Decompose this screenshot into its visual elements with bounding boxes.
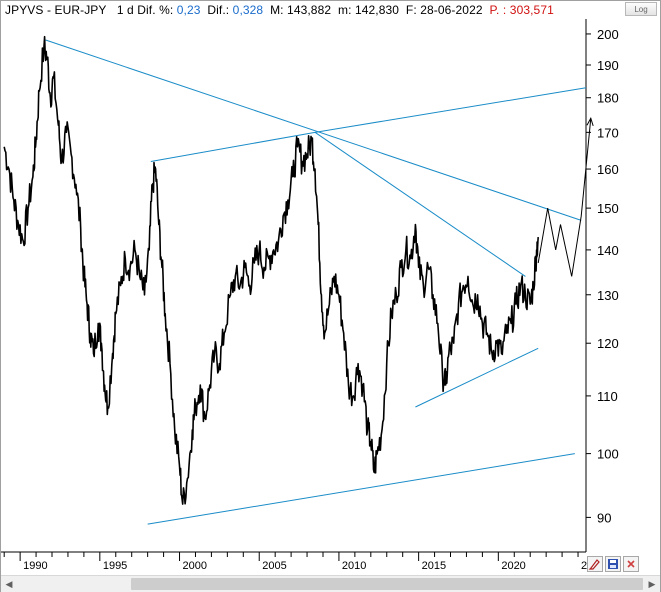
price-chart: 1990 1995 2000 2005 2010 2015 2020 2 90 100 110 12… [1, 19, 619, 572]
x-tick-label: 1995 [103, 560, 127, 572]
x-tick-label-partial: 2 [581, 560, 587, 572]
x-tick-label: 1990 [23, 560, 47, 572]
x-tick-label: 2000 [183, 560, 207, 572]
save-icon[interactable] [605, 556, 621, 572]
log-scale-button[interactable]: Log [625, 2, 657, 16]
scroll-left-icon[interactable]: ◀ [5, 579, 13, 589]
p-value: 303,571 [509, 3, 554, 17]
y-tick-label: 140 [597, 243, 619, 258]
y-tick-label: 180 [597, 91, 619, 106]
trendline [45, 39, 582, 221]
dif-pct-value: 0,23 [176, 3, 201, 17]
y-tick-label: 170 [597, 125, 619, 140]
date-label: F: [405, 3, 417, 17]
chart-header: JPYVS - EUR-JPY 1 d Dif. %: 0,23 Dif.: 0… [5, 3, 554, 19]
y-tick-label: 90 [597, 510, 611, 525]
y-tick-label: 150 [597, 201, 619, 216]
close-icon[interactable] [623, 556, 639, 572]
projection-arrow-icon [586, 116, 594, 127]
scroll-right-icon[interactable]: ▶ [648, 579, 656, 589]
y-tick-label: 110 [597, 389, 618, 404]
y-tick-label: 160 [597, 162, 619, 177]
trendline [314, 87, 587, 133]
trendline [147, 453, 575, 525]
dif-label: Dif.: [207, 3, 230, 17]
x-tick-label: 2015 [422, 560, 446, 572]
dif-pct-label: Dif. %: [137, 3, 174, 17]
dif-value: 0,328 [232, 3, 264, 17]
projection-path [537, 118, 592, 277]
period-label: 1 d [116, 3, 134, 17]
x-tick-label: 2020 [501, 560, 525, 572]
scroll-thumb[interactable] [131, 578, 643, 590]
trendlines [45, 39, 587, 525]
pencil-icon[interactable] [587, 556, 603, 572]
y-axis-ticks: 90 100 110 120 130 140 150 160 170 180 190 200 [586, 27, 619, 525]
p-label: P. : [489, 3, 507, 17]
y-tick-label: 200 [597, 27, 619, 42]
trendline [314, 131, 526, 277]
chart-axes [1, 19, 587, 553]
y-tick-label: 100 [597, 447, 619, 462]
y-tick-label: 190 [597, 58, 619, 73]
projection [537, 116, 594, 277]
trendline [415, 347, 539, 408]
x-tick-label: 2005 [262, 560, 286, 572]
x-tick-label: 2010 [342, 560, 366, 572]
min-value: 142,830 [354, 3, 400, 17]
trendline [150, 131, 316, 163]
y-tick-label: 130 [597, 288, 619, 303]
max-label: M: [270, 3, 284, 17]
horizontal-scrollbar[interactable]: ◀ ▶ [1, 575, 660, 592]
y-tick-label: 120 [597, 336, 619, 351]
price-line [3, 35, 539, 505]
symbol-label: JPYVS - EUR-JPY [5, 3, 107, 17]
max-value: 143,882 [287, 3, 332, 17]
min-label: m: [338, 3, 352, 17]
x-axis-ticks: 1990 1995 2000 2005 2010 2015 2020 2 [3, 552, 587, 572]
date-value: 28-06-2022 [420, 3, 483, 17]
price-series [3, 35, 539, 505]
